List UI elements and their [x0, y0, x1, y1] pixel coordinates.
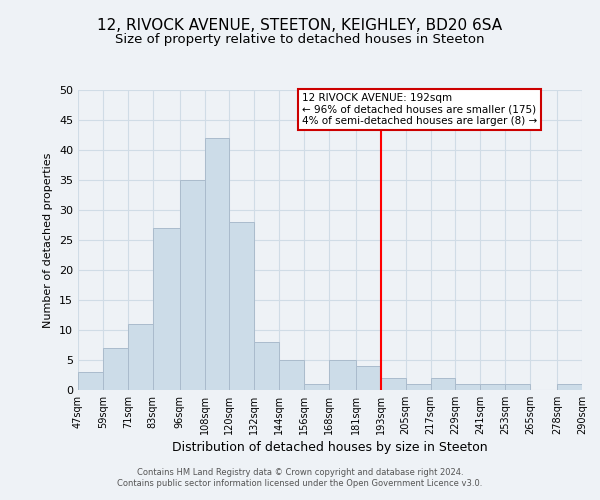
Bar: [329, 360, 356, 390]
Bar: [481, 384, 505, 390]
Bar: [304, 384, 329, 390]
Bar: [505, 384, 530, 390]
Bar: [557, 384, 582, 390]
Bar: [381, 378, 406, 390]
Bar: [179, 180, 205, 390]
Text: Size of property relative to detached houses in Steeton: Size of property relative to detached ho…: [115, 32, 485, 46]
Y-axis label: Number of detached properties: Number of detached properties: [43, 152, 53, 328]
Bar: [254, 342, 279, 390]
Bar: [356, 366, 381, 390]
Text: 12 RIVOCK AVENUE: 192sqm
← 96% of detached houses are smaller (175)
4% of semi-d: 12 RIVOCK AVENUE: 192sqm ← 96% of detach…: [302, 93, 537, 126]
Text: Contains HM Land Registry data © Crown copyright and database right 2024.
Contai: Contains HM Land Registry data © Crown c…: [118, 468, 482, 487]
Bar: [279, 360, 304, 390]
Bar: [431, 378, 455, 390]
Text: 12, RIVOCK AVENUE, STEETON, KEIGHLEY, BD20 6SA: 12, RIVOCK AVENUE, STEETON, KEIGHLEY, BD…: [97, 18, 503, 32]
Bar: [229, 222, 254, 390]
Bar: [128, 324, 152, 390]
Bar: [103, 348, 128, 390]
Bar: [455, 384, 481, 390]
Bar: [152, 228, 179, 390]
Bar: [78, 372, 103, 390]
Bar: [406, 384, 431, 390]
X-axis label: Distribution of detached houses by size in Steeton: Distribution of detached houses by size …: [172, 441, 488, 454]
Bar: [205, 138, 229, 390]
